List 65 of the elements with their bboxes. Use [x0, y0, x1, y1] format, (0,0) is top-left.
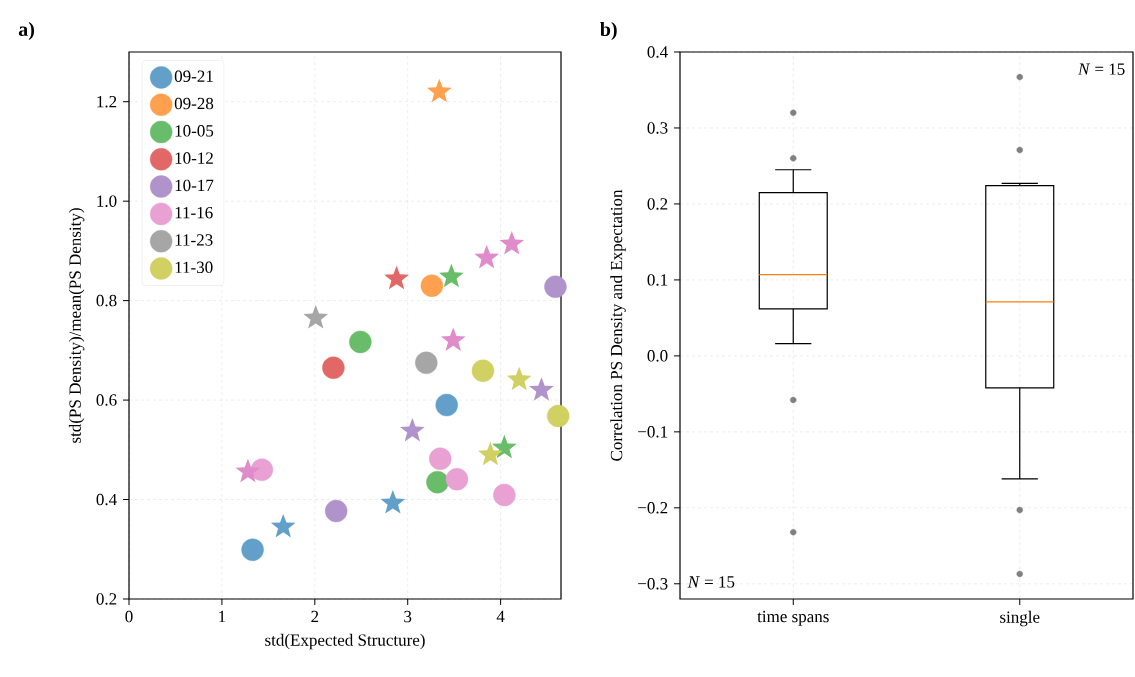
- point: [529, 377, 554, 401]
- legend-label: 11-30: [175, 261, 213, 274]
- point: [426, 470, 449, 494]
- point: [303, 305, 329, 329]
- point: [324, 499, 348, 523]
- y-tick-label: −0.1: [638, 426, 668, 438]
- x-tick-label: 1: [219, 610, 226, 623]
- legend-label: 10-05: [175, 125, 214, 137]
- point: [426, 78, 452, 103]
- x-tick-label: 3: [404, 610, 412, 623]
- point: [400, 417, 425, 442]
- point: [445, 467, 469, 491]
- x-tick-label: 0: [125, 610, 133, 623]
- point: [471, 359, 495, 382]
- point: [270, 513, 296, 538]
- point: [435, 393, 458, 417]
- point: [384, 265, 409, 290]
- y-tick-label: 0.3: [647, 122, 668, 134]
- point: [349, 330, 372, 354]
- point: [429, 447, 452, 470]
- chart-title: b): [600, 21, 617, 41]
- legend-label: 10-12: [175, 152, 213, 164]
- y-tick-label: 0.8: [96, 294, 117, 307]
- point: [493, 483, 516, 507]
- legend-label: 10-17: [175, 179, 214, 192]
- point: [544, 275, 567, 298]
- y-tick-label: 0.4: [647, 46, 668, 58]
- point: [439, 263, 464, 288]
- point: [440, 327, 466, 351]
- y-tick-label: −0.2: [638, 502, 668, 514]
- y-tick-label: 1.0: [97, 195, 117, 207]
- legend-label: 09-21: [174, 70, 213, 82]
- y-tick-label: 0.2: [96, 593, 117, 605]
- point: [474, 244, 500, 269]
- x-axis-title: std(Expected Structure): [265, 633, 425, 650]
- point: [478, 441, 503, 466]
- y-tick-label: 0.0: [647, 350, 668, 362]
- point: [415, 351, 438, 374]
- point: [322, 356, 345, 379]
- annotation: N = 15: [687, 576, 735, 588]
- y-axis-title: Correlation PS Density and Expectation: [610, 189, 626, 461]
- legend-label: 09-28: [174, 97, 214, 110]
- point: [506, 366, 532, 391]
- y-tick-label: −0.3: [638, 578, 668, 590]
- point: [235, 458, 261, 483]
- x-tick-label: 2: [311, 610, 319, 623]
- point: [420, 274, 444, 297]
- x-tick-label: time spans: [757, 610, 829, 626]
- annotation: N = 15: [1077, 63, 1125, 75]
- point: [491, 434, 517, 459]
- y-tick-label: 0.1: [647, 274, 668, 286]
- legend-label: 11-16: [175, 206, 213, 219]
- x-tick-label: single: [1000, 610, 1040, 627]
- chart-title: a): [18, 21, 35, 41]
- x-tick-label: 4: [496, 610, 505, 623]
- y-tick-label: 0.4: [96, 493, 117, 506]
- point: [499, 230, 525, 255]
- legend-label: 11-23: [175, 234, 213, 246]
- y-tick-label: 0.2: [647, 198, 668, 210]
- y-tick-label: 1.2: [97, 95, 117, 108]
- y-axis-title: std(PS Density)/mean(PS Density): [68, 208, 85, 443]
- point: [241, 538, 264, 561]
- y-tick-label: 0.6: [96, 394, 117, 406]
- point: [547, 404, 570, 428]
- point: [380, 490, 406, 514]
